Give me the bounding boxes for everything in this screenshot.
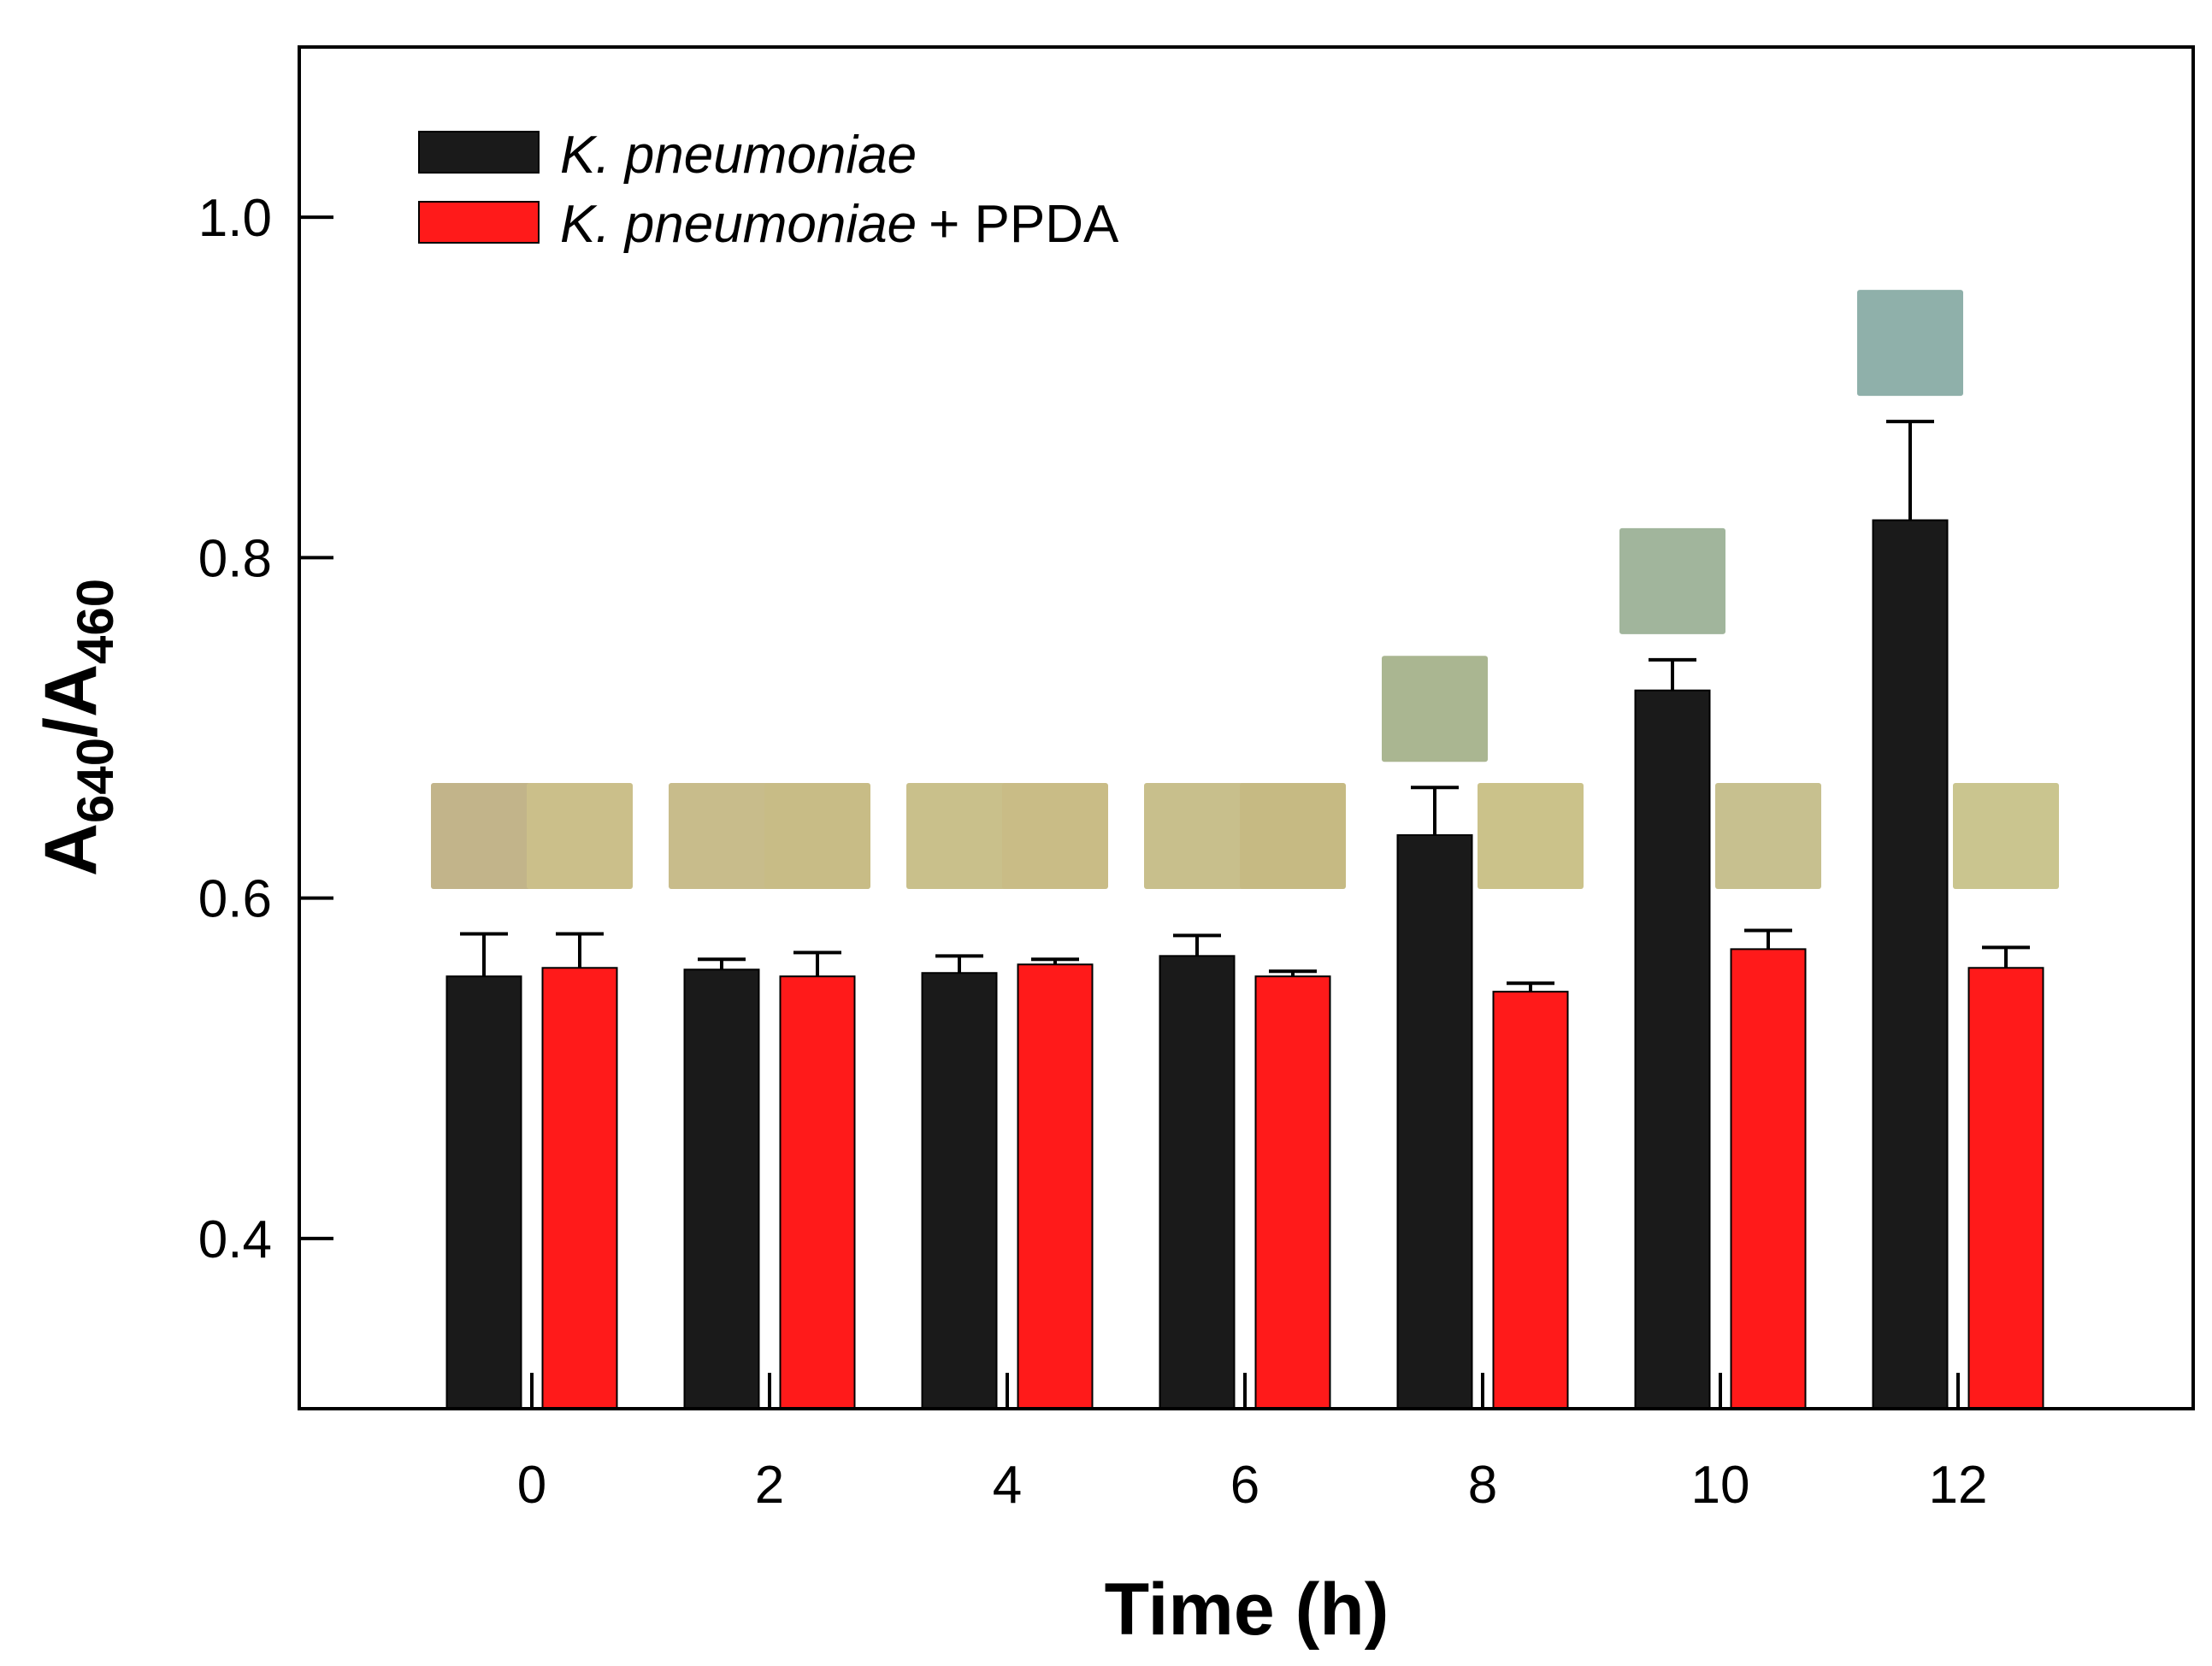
color-swatch-1-6 [1144, 783, 1250, 889]
color-swatch-2-12 [1953, 783, 2059, 889]
x-tick-label-4: 4 [993, 1456, 1022, 1515]
color-swatch-1-10 [1619, 527, 1725, 634]
bar-2-0 [541, 967, 618, 1410]
x-tick-label-6: 6 [1230, 1456, 1259, 1515]
bar-1-2 [683, 968, 760, 1410]
y-axis-title: A640/A460 [30, 579, 124, 876]
x-tick-label-0: 0 [517, 1456, 546, 1515]
color-swatch-2-0 [527, 783, 633, 889]
x-tick-label-2: 2 [755, 1456, 784, 1515]
bar-1-0 [445, 975, 522, 1410]
bar-1-4 [921, 972, 998, 1410]
y-axis: 0.4 0.6 0.8 1.0 [198, 189, 333, 1269]
y-axis-title-sub1: 640 [67, 738, 124, 823]
bar-2-12 [1967, 967, 2044, 1410]
bar-2-6 [1254, 975, 1331, 1410]
color-swatch-1-12 [1857, 290, 1963, 397]
color-swatch-2-8 [1478, 783, 1584, 889]
bar-1-12 [1872, 519, 1949, 1410]
bar-layer [445, 519, 2044, 1410]
bar-2-10 [1730, 948, 1807, 1410]
x-axis: 0 2 4 6 8 10 12 [517, 1373, 1988, 1515]
y-axis-title-sub2: 460 [67, 579, 124, 664]
color-swatch-2-2 [764, 783, 870, 889]
y-tick-label-0.6: 0.6 [198, 870, 272, 929]
x-axis-title: Time (h) [1105, 1569, 1389, 1651]
bar-2-8 [1492, 991, 1569, 1410]
bar-1-8 [1396, 833, 1473, 1410]
legend-label-series-2: K. pneumoniae + PPDA [560, 195, 1119, 254]
color-swatch-1-2 [669, 783, 775, 889]
color-swatch-2-4 [1002, 783, 1108, 889]
color-swatch-2-10 [1715, 783, 1821, 889]
y-tick-label-0.8: 0.8 [198, 529, 272, 588]
color-swatch-1-8 [1382, 656, 1488, 762]
y-axis-title-sep: /A [30, 664, 112, 738]
color-swatch-2-6 [1240, 783, 1346, 889]
x-tick-label-8: 8 [1468, 1456, 1497, 1515]
x-tick-label-10: 10 [1691, 1456, 1750, 1515]
color-swatch-1-0 [431, 783, 537, 889]
legend-swatch-series-2 [418, 201, 540, 244]
legend-label-series-1: K. pneumoniae [560, 126, 917, 185]
y-axis-title-main: A [30, 823, 112, 876]
x-tick-label-12: 12 [1929, 1456, 1988, 1515]
bar-2-4 [1017, 963, 1094, 1410]
swatch-layer [431, 290, 2059, 889]
svg-text:A640/A460: A640/A460 [30, 579, 124, 876]
bar-1-6 [1159, 955, 1236, 1410]
color-swatch-1-4 [906, 783, 1012, 889]
legend: K. pneumoniae K. pneumoniae + PPDA [418, 126, 1119, 254]
legend-swatch-series-1 [418, 131, 540, 174]
y-tick-label-0.4: 0.4 [198, 1210, 272, 1269]
bar-1-10 [1634, 689, 1711, 1410]
error-layer [460, 420, 2030, 992]
bar-2-2 [779, 975, 856, 1410]
y-tick-label-1.0: 1.0 [198, 189, 272, 248]
